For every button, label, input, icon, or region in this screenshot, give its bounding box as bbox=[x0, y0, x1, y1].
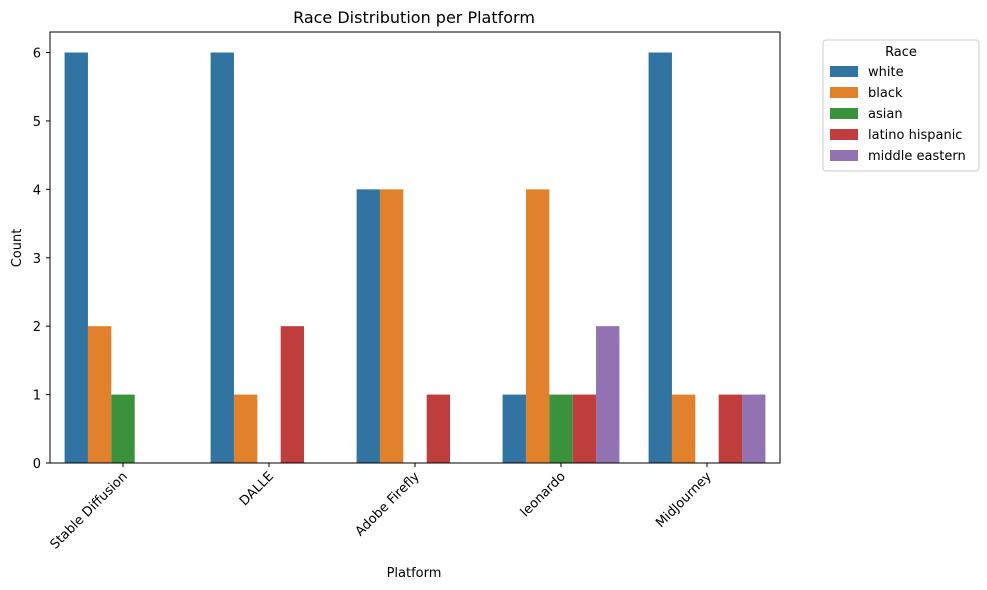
legend-label: black bbox=[868, 86, 903, 101]
y-tick-label: 0 bbox=[33, 457, 41, 472]
y-tick-label: 3 bbox=[33, 252, 41, 267]
bar-latino-hispanic-midjourney bbox=[718, 394, 743, 463]
legend-label: middle eastern bbox=[868, 149, 966, 164]
legend-label: latino hispanic bbox=[868, 128, 962, 143]
bar-white-adobe-firefly bbox=[356, 189, 380, 463]
bar-black-midjourney bbox=[671, 394, 696, 463]
legend-label: white bbox=[868, 65, 904, 80]
x-tick-label: leonardo bbox=[518, 469, 569, 520]
legend-swatch-black bbox=[830, 87, 858, 98]
bar-middle-eastern-midjourney bbox=[742, 394, 766, 463]
y-tick-label: 2 bbox=[33, 320, 41, 335]
bar-white-dalle bbox=[210, 52, 234, 464]
chart-title: Race Distribution per Platform bbox=[293, 8, 535, 27]
bar-latino-hispanic-adobe-firefly bbox=[426, 394, 451, 463]
bar-asian-leonardo bbox=[549, 394, 573, 463]
legend-swatch-white bbox=[830, 66, 858, 77]
legend-swatch-latino-hispanic bbox=[830, 129, 858, 140]
bar-white-midjourney bbox=[648, 52, 672, 464]
y-axis: 0 1 2 3 4 5 6 bbox=[33, 47, 50, 472]
legend-items: white black asian latino hispanic middle eas… bbox=[830, 65, 966, 164]
y-tick-label: 5 bbox=[33, 115, 41, 130]
legend-title: Race bbox=[885, 45, 917, 60]
x-axis: Stable Diffusion DALLE Adobe Firefly leonar… bbox=[48, 463, 715, 552]
legend: Race white black asian latino hispanic middl… bbox=[822, 39, 980, 172]
bar-latino-hispanic-leonardo bbox=[572, 394, 597, 463]
bar-white-leonardo bbox=[502, 394, 526, 463]
y-tick-label: 4 bbox=[33, 183, 41, 198]
bar-black-stable-diffusion bbox=[87, 326, 112, 463]
bar-middle-eastern-leonardo bbox=[596, 326, 620, 463]
bar-latino-hispanic-dalle bbox=[280, 326, 305, 463]
y-tick-label: 6 bbox=[33, 47, 41, 62]
legend-frame bbox=[822, 39, 980, 172]
bar-black-leonardo bbox=[525, 189, 550, 463]
legend-label: asian bbox=[868, 107, 903, 122]
y-axis-label: Count bbox=[10, 229, 25, 268]
x-tick-label: Adobe Firefly bbox=[353, 469, 423, 539]
x-tick-label: DALLE bbox=[237, 469, 277, 509]
x-tick-label: MidJourney bbox=[653, 469, 715, 531]
bars-layer bbox=[64, 52, 766, 464]
bar-white-stable-diffusion bbox=[64, 52, 88, 464]
legend-swatch-middle-eastern bbox=[830, 150, 858, 161]
x-tick-label: Stable Diffusion bbox=[48, 469, 131, 552]
x-axis-label: Platform bbox=[387, 566, 442, 581]
legend-swatch-asian bbox=[830, 108, 858, 119]
bar-black-adobe-firefly bbox=[379, 189, 404, 463]
y-tick-label: 1 bbox=[33, 389, 41, 404]
bar-asian-stable-diffusion bbox=[111, 394, 135, 463]
bar-black-dalle bbox=[233, 394, 258, 463]
